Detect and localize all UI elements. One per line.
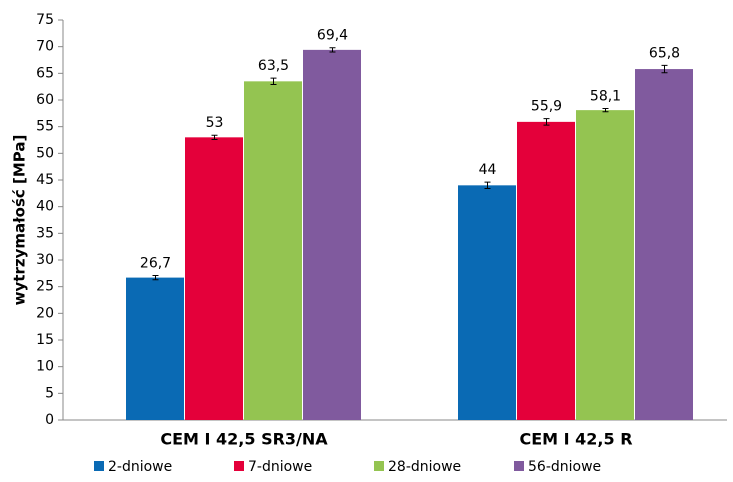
bar <box>517 121 575 420</box>
legend-swatch <box>94 461 104 471</box>
y-tick-label: 15 <box>36 332 54 348</box>
y-tick-label: 45 <box>36 172 54 188</box>
bar <box>635 69 693 421</box>
bar <box>303 49 361 420</box>
y-tick-label: 10 <box>36 359 54 375</box>
x-tick-label: CEM I 42,5 SR3/NA <box>160 430 328 449</box>
y-tick-label: 35 <box>36 225 54 241</box>
legend-swatch <box>374 461 384 471</box>
data-label: 69,4 <box>317 28 348 44</box>
error-bar <box>152 274 159 281</box>
y-tick-label: 50 <box>36 145 54 161</box>
y-tick-label: 40 <box>36 199 54 215</box>
data-label: 58,1 <box>590 89 621 105</box>
bar <box>576 110 634 420</box>
x-tick-label: CEM I 42,5 R <box>519 430 632 449</box>
error-bar <box>543 118 550 126</box>
y-tick-label: 55 <box>36 119 54 135</box>
error-bar <box>661 64 668 74</box>
data-label: 65,8 <box>649 45 680 61</box>
y-tick-label: 0 <box>45 412 54 428</box>
bar <box>244 81 302 420</box>
error-bar <box>329 47 336 53</box>
bar <box>126 277 184 420</box>
y-tick-label: 5 <box>45 385 54 401</box>
error-bar <box>270 77 277 86</box>
y-axis-label: wytrzymałość [MPa] <box>11 135 29 306</box>
data-label: 26,7 <box>140 255 171 271</box>
legend-label: 28-dniowe <box>388 459 461 475</box>
y-tick-label: 65 <box>36 65 54 81</box>
bar <box>185 137 243 421</box>
data-label: 53 <box>206 115 224 131</box>
legend-swatch <box>234 461 244 471</box>
y-tick-label: 20 <box>36 305 54 321</box>
y-tick-label: 70 <box>36 39 54 55</box>
y-tick-label: 75 <box>36 12 54 28</box>
y-tick-label: 60 <box>36 92 54 108</box>
data-label: 55,9 <box>531 99 562 115</box>
y-tick-label: 30 <box>36 252 54 268</box>
error-bar <box>602 108 609 113</box>
legend-swatch <box>514 461 524 471</box>
error-bar <box>211 134 218 140</box>
error-bar <box>484 181 491 190</box>
data-label: 44 <box>479 162 497 178</box>
y-tick-label: 25 <box>36 279 54 295</box>
legend-label: 2-dniowe <box>108 459 172 475</box>
legend-label: 56-dniowe <box>528 459 601 475</box>
data-label: 63,5 <box>258 58 289 74</box>
bar <box>458 185 516 420</box>
legend-label: 7-dniowe <box>248 459 312 475</box>
